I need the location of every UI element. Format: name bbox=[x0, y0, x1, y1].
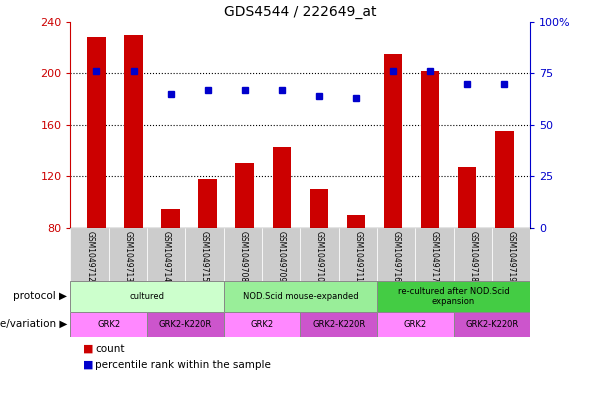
Bar bbox=[421, 71, 440, 331]
Bar bbox=[454, 228, 492, 281]
Bar bbox=[87, 37, 105, 331]
Bar bbox=[70, 312, 147, 337]
Text: GSM1049712: GSM1049712 bbox=[85, 231, 94, 282]
Bar bbox=[384, 54, 402, 331]
Bar bbox=[224, 281, 377, 312]
Text: GRK2: GRK2 bbox=[251, 320, 273, 329]
Bar bbox=[199, 179, 217, 331]
Text: GSM1049710: GSM1049710 bbox=[315, 231, 324, 282]
Text: GSM1049718: GSM1049718 bbox=[468, 231, 478, 282]
Bar bbox=[262, 228, 300, 281]
Bar bbox=[70, 281, 224, 312]
Bar bbox=[495, 131, 514, 331]
Bar bbox=[300, 312, 377, 337]
Bar bbox=[147, 228, 186, 281]
Text: genotype/variation ▶: genotype/variation ▶ bbox=[0, 320, 67, 329]
Bar bbox=[186, 228, 224, 281]
Text: GRK2: GRK2 bbox=[97, 320, 120, 329]
Text: GSM1049717: GSM1049717 bbox=[430, 231, 439, 282]
Text: percentile rank within the sample: percentile rank within the sample bbox=[95, 360, 271, 370]
Bar bbox=[377, 312, 454, 337]
Text: GSM1049716: GSM1049716 bbox=[392, 231, 401, 282]
Text: GSM1049719: GSM1049719 bbox=[506, 231, 516, 282]
Text: cultured: cultured bbox=[129, 292, 165, 301]
Text: GSM1049715: GSM1049715 bbox=[200, 231, 209, 282]
Bar bbox=[124, 35, 143, 331]
Bar bbox=[224, 228, 262, 281]
Text: GRK2-K220R: GRK2-K220R bbox=[159, 320, 212, 329]
Bar bbox=[377, 228, 416, 281]
Bar bbox=[454, 312, 530, 337]
Bar bbox=[377, 281, 530, 312]
Bar bbox=[109, 228, 147, 281]
Text: GRK2: GRK2 bbox=[404, 320, 427, 329]
Bar bbox=[273, 147, 291, 331]
Bar bbox=[338, 228, 377, 281]
Text: GSM1049714: GSM1049714 bbox=[162, 231, 171, 282]
Text: GSM1049709: GSM1049709 bbox=[276, 231, 286, 282]
Text: ■: ■ bbox=[83, 360, 93, 370]
Bar bbox=[492, 228, 530, 281]
Text: GSM1049708: GSM1049708 bbox=[238, 231, 248, 282]
Bar bbox=[235, 163, 254, 331]
Text: count: count bbox=[95, 344, 124, 354]
Text: GRK2-K220R: GRK2-K220R bbox=[465, 320, 519, 329]
Title: GDS4544 / 222649_at: GDS4544 / 222649_at bbox=[224, 5, 376, 19]
Text: GSM1049711: GSM1049711 bbox=[353, 231, 362, 282]
Bar bbox=[70, 228, 109, 281]
Text: ■: ■ bbox=[83, 344, 93, 354]
Bar bbox=[300, 228, 338, 281]
Text: NOD.Scid mouse-expanded: NOD.Scid mouse-expanded bbox=[243, 292, 358, 301]
Text: re-cultured after NOD.Scid
expansion: re-cultured after NOD.Scid expansion bbox=[398, 286, 509, 306]
Text: protocol ▶: protocol ▶ bbox=[13, 291, 67, 301]
Bar bbox=[458, 167, 476, 331]
Text: GRK2-K220R: GRK2-K220R bbox=[312, 320, 365, 329]
Text: GSM1049713: GSM1049713 bbox=[123, 231, 132, 282]
Bar bbox=[161, 209, 180, 331]
Bar bbox=[224, 312, 300, 337]
Bar bbox=[147, 312, 224, 337]
Bar bbox=[310, 189, 328, 331]
Bar bbox=[347, 215, 365, 331]
Bar bbox=[416, 228, 454, 281]
